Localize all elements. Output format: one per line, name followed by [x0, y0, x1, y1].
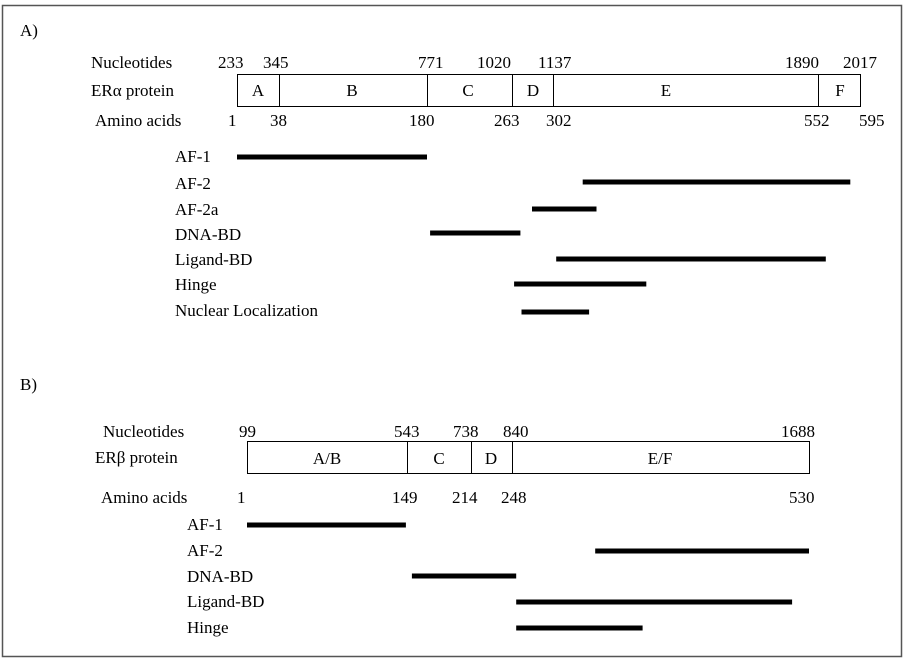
panel-b-amino-3: 248 [501, 488, 527, 507]
panel-a-label: A) [20, 21, 38, 40]
panel-a-nucleotides-label: Nucleotides [91, 53, 172, 72]
panel-a-segment-1: B [346, 81, 357, 100]
panel-a-domain-label-0: AF-1 [175, 147, 211, 166]
panel-b: B) Nucleotides ERβ protein Amino acids 9… [20, 375, 815, 637]
panel-b-amino-4: 530 [789, 488, 815, 507]
panel-b-nucleotides-label: Nucleotides [103, 422, 184, 441]
panel-b-amino-0: 1 [237, 488, 246, 507]
panel-b-domain-label-2: DNA-BD [187, 567, 253, 586]
panel-a-domain-label-4: Ligand-BD [175, 250, 252, 269]
panel-a-amino-2: 180 [409, 111, 435, 130]
panel-b-domain-bars [247, 522, 809, 631]
panel-a-nucleotide-2: 771 [418, 53, 444, 72]
panel-a-nucleotide-0: 233 [218, 53, 244, 72]
panel-a-domain-bar-6 [521, 309, 590, 315]
panel-b-domain-label-4: Hinge [187, 618, 229, 637]
panel-a-nucleotide-3: 1020 [477, 53, 511, 72]
panel-b-nucleotide-0: 99 [239, 422, 256, 441]
panel-a-domain-bar-5 [514, 281, 647, 287]
panel-a-nucleotide-1: 345 [263, 53, 289, 72]
panel-b-label: B) [20, 375, 37, 394]
panel-a-amino-1: 38 [270, 111, 287, 130]
panel-b-domain-bar-3 [516, 599, 793, 605]
panel-a-domain-label-5: Hinge [175, 275, 217, 294]
panel-b-amino-2: 214 [452, 488, 478, 507]
panel-a-domain-bar-1 [582, 179, 851, 185]
panel-a-segment-2: C [462, 81, 473, 100]
panel-a-amino-3: 263 [494, 111, 520, 130]
panel-b-segment-0: A/B [313, 449, 341, 468]
panel-a-segment-3: D [527, 81, 539, 100]
panel-b-nucleotide-1: 543 [394, 422, 420, 441]
panel-b-domain-bar-4 [516, 625, 643, 631]
panel-a-segment-5: F [835, 81, 844, 100]
panel-b-nucleotide-2: 738 [453, 422, 479, 441]
panel-a-domain-label-3: DNA-BD [175, 225, 241, 244]
panel-b-protein-label: ERβ protein [95, 448, 178, 467]
panel-a-domain-bar-2 [532, 206, 597, 212]
panel-a-domain-label-2: AF-2a [175, 200, 219, 219]
panel-a-amino-label: Amino acids [95, 111, 181, 130]
panel-b-domain-label-1: AF-2 [187, 541, 223, 560]
panel-a-domain-bar-3 [430, 230, 521, 236]
panel-b-domain-label-3: Ligand-BD [187, 592, 264, 611]
panel-a-nucleotide-5: 1890 [785, 53, 819, 72]
panel-b-domain-bar-2 [411, 573, 517, 579]
panel-b-segment-1: C [433, 449, 444, 468]
panel-a-domain-bar-4 [556, 256, 826, 262]
panel-a-amino-0: 1 [228, 111, 237, 130]
panel-a-nucleotide-6: 2017 [843, 53, 878, 72]
panel-a-amino-6: 595 [859, 111, 885, 130]
figure-border [1, 4, 903, 658]
panel-b-segment-3: E/F [648, 449, 673, 468]
panel-a-domain-bars [237, 154, 851, 315]
panel-a-domain-bar-0 [237, 154, 427, 160]
panel-b-amino-label: Amino acids [101, 488, 187, 507]
panel-a-segment-0: A [252, 81, 265, 100]
panel-b-domain-bar-1 [595, 548, 809, 554]
panel-b-nucleotide-3: 840 [503, 422, 529, 441]
panel-b-domain-label-0: AF-1 [187, 515, 223, 534]
panel-a-domain-label-6: Nuclear Localization [175, 301, 319, 320]
panel-a-amino-5: 552 [804, 111, 830, 130]
panel-a-segment-4: E [661, 81, 671, 100]
panel-a: A) Nucleotides ERα protein Amino acids 2… [20, 21, 885, 320]
panel-b-amino-1: 149 [392, 488, 418, 507]
panel-a-nucleotide-4: 1137 [538, 53, 572, 72]
panel-a-amino-4: 302 [546, 111, 572, 130]
panel-a-protein-box [237, 74, 861, 107]
panel-b-segment-2: D [485, 449, 497, 468]
panel-a-domain-label-1: AF-2 [175, 174, 211, 193]
panel-b-domain-bar-0 [247, 522, 406, 528]
panel-a-protein-label: ERα protein [91, 81, 175, 100]
panel-b-nucleotide-4: 1688 [781, 422, 815, 441]
panel-b-protein-box [247, 441, 810, 474]
